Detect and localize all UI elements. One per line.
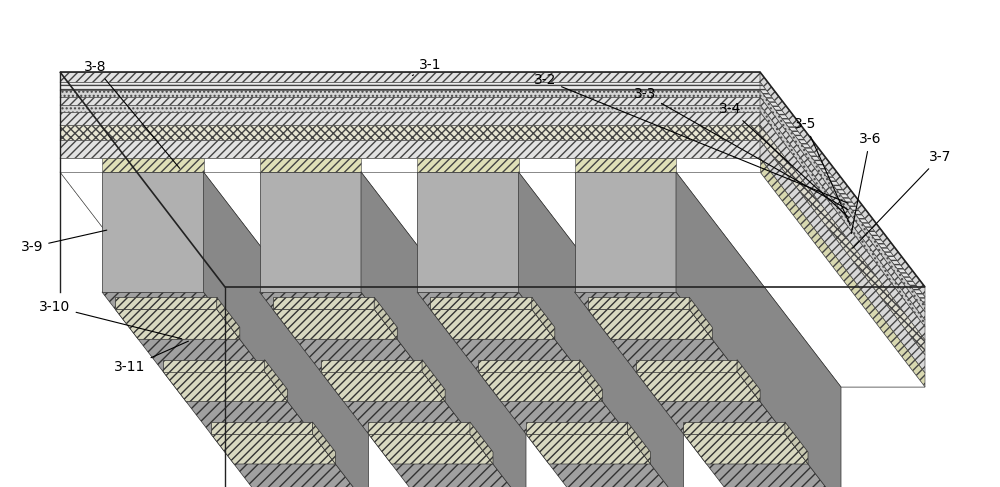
Polygon shape: [422, 359, 445, 402]
Polygon shape: [760, 140, 925, 373]
Polygon shape: [574, 292, 841, 487]
Polygon shape: [60, 82, 760, 90]
Polygon shape: [60, 158, 760, 172]
Polygon shape: [60, 97, 925, 312]
Polygon shape: [785, 422, 808, 464]
Polygon shape: [580, 359, 603, 402]
Polygon shape: [115, 309, 240, 339]
Polygon shape: [60, 140, 925, 355]
Polygon shape: [60, 112, 760, 125]
Polygon shape: [60, 158, 925, 373]
Polygon shape: [217, 297, 240, 339]
Polygon shape: [60, 172, 267, 387]
Polygon shape: [273, 309, 397, 339]
Polygon shape: [361, 172, 582, 387]
Polygon shape: [115, 297, 217, 309]
Polygon shape: [518, 172, 740, 387]
Polygon shape: [760, 112, 925, 340]
Polygon shape: [470, 422, 493, 464]
Text: 3-2: 3-2: [534, 73, 848, 203]
Polygon shape: [430, 309, 555, 339]
Polygon shape: [211, 422, 312, 434]
Polygon shape: [60, 125, 925, 340]
Polygon shape: [689, 297, 712, 339]
Polygon shape: [60, 90, 925, 305]
Polygon shape: [478, 372, 603, 402]
Text: 3-5: 3-5: [794, 117, 850, 224]
Polygon shape: [518, 158, 574, 172]
Polygon shape: [760, 105, 925, 327]
Polygon shape: [60, 72, 760, 82]
Polygon shape: [760, 125, 925, 355]
Polygon shape: [60, 90, 760, 97]
Text: 3-4: 3-4: [719, 102, 849, 217]
Polygon shape: [204, 172, 368, 487]
Text: 3-8: 3-8: [84, 60, 180, 169]
Polygon shape: [683, 422, 785, 434]
Polygon shape: [60, 105, 925, 320]
Text: 3-3: 3-3: [634, 87, 848, 210]
Polygon shape: [760, 90, 925, 312]
Polygon shape: [532, 297, 555, 339]
Text: 3-7: 3-7: [853, 150, 951, 248]
Polygon shape: [102, 292, 368, 487]
Polygon shape: [588, 297, 689, 309]
Polygon shape: [60, 125, 760, 140]
Polygon shape: [676, 172, 925, 387]
Polygon shape: [478, 359, 580, 372]
Polygon shape: [760, 158, 925, 387]
Polygon shape: [60, 172, 925, 387]
Polygon shape: [204, 158, 260, 172]
Polygon shape: [368, 422, 470, 434]
Polygon shape: [760, 97, 925, 320]
Polygon shape: [312, 422, 336, 464]
Polygon shape: [60, 158, 102, 172]
Polygon shape: [211, 434, 336, 464]
Polygon shape: [273, 297, 374, 309]
Text: 3-1: 3-1: [412, 58, 441, 75]
Polygon shape: [204, 172, 424, 387]
Polygon shape: [574, 172, 676, 292]
Polygon shape: [361, 158, 417, 172]
Polygon shape: [683, 434, 808, 464]
Polygon shape: [60, 140, 760, 158]
Polygon shape: [676, 172, 841, 487]
Polygon shape: [321, 359, 422, 372]
Polygon shape: [430, 297, 532, 309]
Text: 3-9: 3-9: [21, 230, 107, 254]
Polygon shape: [368, 434, 493, 464]
Polygon shape: [737, 359, 760, 402]
Polygon shape: [321, 372, 445, 402]
Text: 3-6: 3-6: [851, 132, 881, 234]
Polygon shape: [636, 372, 760, 402]
Polygon shape: [60, 112, 925, 327]
Text: 3-10: 3-10: [39, 300, 182, 339]
Polygon shape: [361, 172, 526, 487]
Polygon shape: [417, 172, 518, 292]
Polygon shape: [760, 82, 925, 305]
Polygon shape: [417, 292, 684, 487]
Polygon shape: [60, 82, 925, 297]
Polygon shape: [526, 422, 627, 434]
Polygon shape: [163, 372, 288, 402]
Polygon shape: [627, 422, 650, 464]
Polygon shape: [760, 72, 925, 297]
Text: 3-11: 3-11: [114, 341, 188, 374]
Polygon shape: [636, 359, 737, 372]
Polygon shape: [526, 434, 650, 464]
Polygon shape: [163, 359, 265, 372]
Polygon shape: [60, 97, 760, 105]
Polygon shape: [676, 158, 760, 172]
Polygon shape: [518, 172, 684, 487]
Polygon shape: [102, 172, 204, 292]
Polygon shape: [260, 292, 526, 487]
Polygon shape: [374, 297, 397, 339]
Polygon shape: [60, 105, 760, 112]
Polygon shape: [588, 309, 712, 339]
Polygon shape: [265, 359, 288, 402]
Polygon shape: [260, 172, 361, 292]
